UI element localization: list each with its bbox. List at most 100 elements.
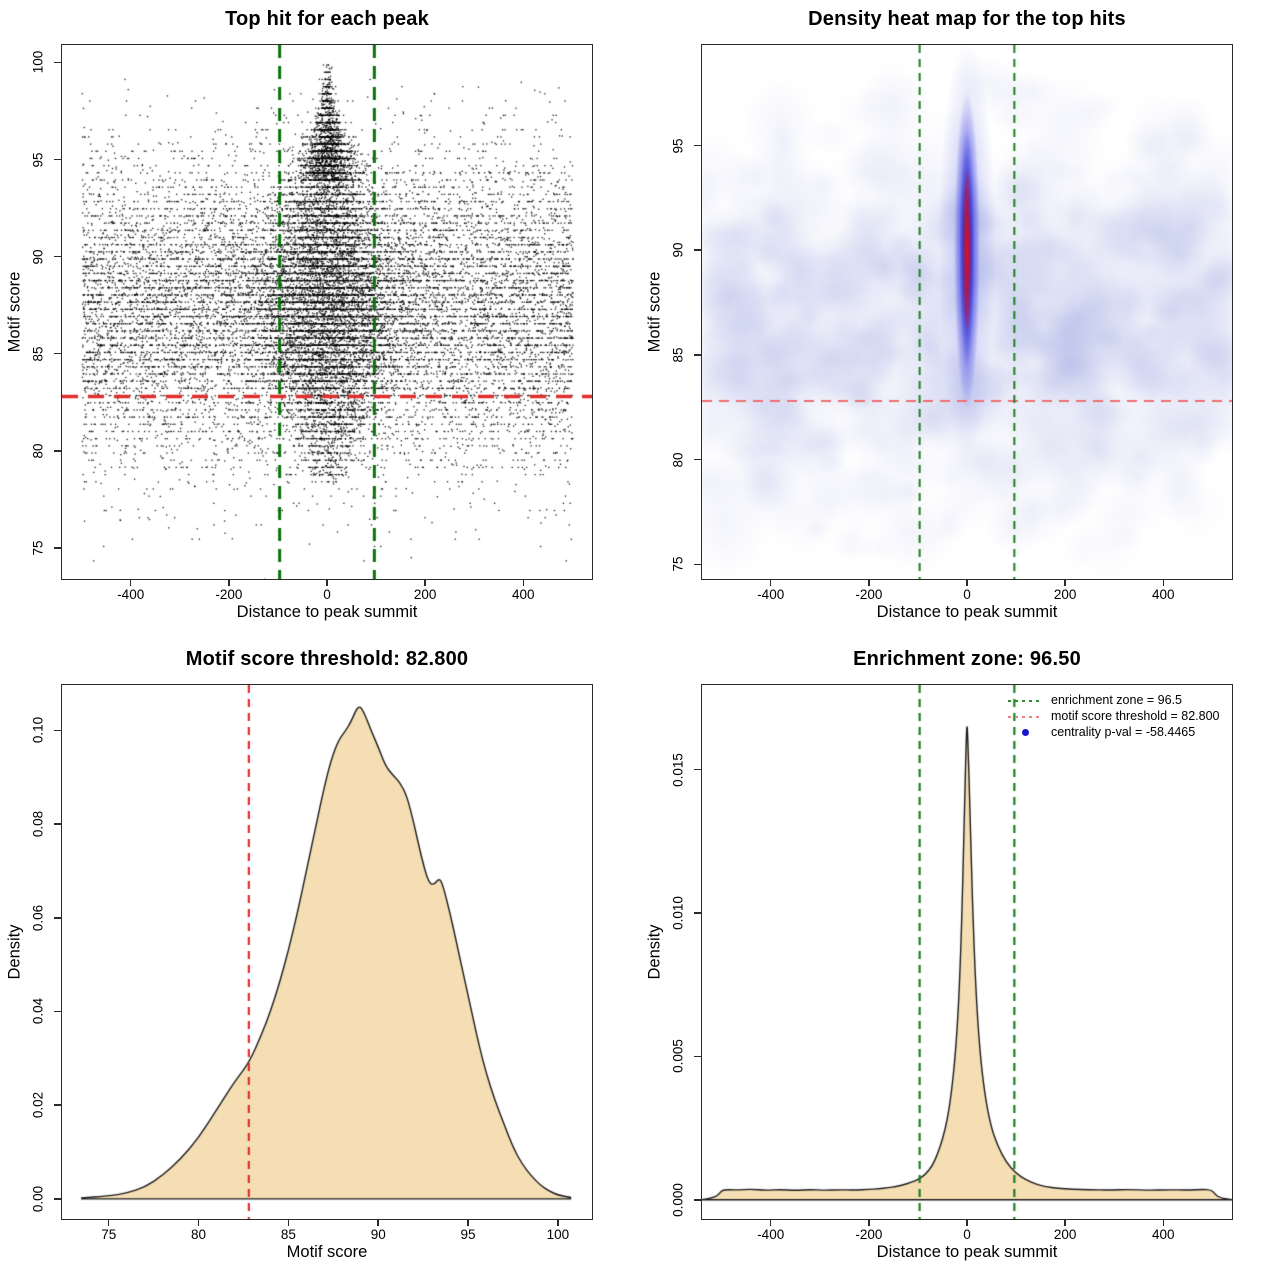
y-tick-mark [54, 158, 61, 161]
y-tick-mark [54, 917, 61, 919]
y-tick-label: 0.00 [30, 1185, 46, 1212]
x-tick-mark [522, 579, 525, 586]
distance-density-panel: Enrichment zone: 96.50 Density -400 -200 0… [640, 640, 1280, 1280]
x-tick-mark [868, 1219, 870, 1226]
heatmap-panel: Density heat map for the top hits Motif … [640, 0, 1280, 640]
x-tick-mark [1162, 579, 1165, 586]
y-axis-label: Density [5, 924, 24, 980]
y-tick-label: 0.04 [30, 998, 46, 1025]
x-tick-label: 100 [546, 1227, 570, 1242]
y-tick-mark [694, 563, 701, 566]
y-tick-label: 95 [30, 152, 46, 168]
x-tick-mark [966, 1219, 968, 1226]
y-tick-label: 95 [670, 138, 686, 154]
legend-label: enrichment zone = 96.5 [1051, 693, 1182, 707]
x-tick-mark [769, 1219, 772, 1226]
x-tick-label: 80 [191, 1227, 207, 1242]
x-tick-label: 200 [1053, 1227, 1077, 1242]
y-tick-mark [694, 1199, 701, 1201]
x-axis-label: Motif score [286, 1243, 368, 1261]
y-tick-label: 0.005 [670, 1039, 686, 1074]
y-axis-label: Motif score [5, 271, 24, 353]
y-tick-label: 100 [30, 51, 46, 74]
x-tick-mark [228, 579, 230, 586]
legend-row-score-threshold: motif score threshold = 82.800 [1008, 708, 1220, 724]
x-tick-label: 90 [370, 1227, 386, 1242]
plot-area [700, 683, 1233, 1220]
y-tick-mark [54, 1010, 61, 1013]
y-tick-mark [694, 768, 701, 771]
y-tick-mark [54, 1104, 61, 1106]
y-tick-mark [54, 547, 61, 549]
green-dotted-line-icon [1008, 692, 1042, 708]
distance-density-canvas [701, 684, 1232, 1219]
x-tick-label: 400 [1152, 587, 1175, 602]
y-tick-mark [694, 354, 701, 356]
y-tick-label: 75 [30, 540, 46, 556]
x-tick-mark [129, 579, 132, 586]
x-tick-mark [769, 579, 772, 586]
x-tick-label: 200 [1053, 587, 1077, 602]
x-tick-label: -200 [215, 587, 243, 602]
legend-row-enrichment-zone: enrichment zone = 96.5 [1008, 692, 1220, 708]
blue-point-icon [1008, 724, 1042, 740]
y-tick-label: 0.015 [670, 752, 686, 787]
y-axis-label: Motif score [645, 271, 664, 353]
score-density-canvas [61, 684, 592, 1219]
y-tick-mark [694, 912, 701, 914]
x-tick-mark [107, 1219, 110, 1226]
x-tick-label: -200 [855, 587, 883, 602]
y-tick-mark [54, 450, 61, 452]
x-tick-mark [377, 1219, 379, 1226]
x-tick-mark [1064, 1219, 1066, 1226]
y-tick-label: 75 [670, 556, 686, 572]
y-tick-mark [54, 729, 61, 732]
x-tick-label: 0 [963, 1227, 971, 1242]
x-tick-label: -400 [117, 587, 145, 602]
y-tick-mark [54, 352, 61, 355]
x-tick-mark [424, 579, 426, 586]
x-tick-label: 95 [460, 1227, 476, 1242]
x-tick-label: 0 [963, 587, 971, 602]
x-tick-label: 400 [1152, 1227, 1175, 1242]
y-tick-label: 0.010 [670, 896, 686, 930]
x-tick-label: -200 [855, 1227, 883, 1242]
y-axis-label: Density [645, 924, 664, 980]
y-tick-mark [694, 249, 701, 251]
scatter-plot-canvas [61, 44, 592, 579]
x-axis-label: Distance to peak summit [876, 1243, 1058, 1261]
x-tick-mark [557, 1219, 559, 1226]
y-tick-label: 90 [30, 249, 46, 265]
y-tick-mark [54, 1198, 61, 1200]
x-tick-mark [966, 579, 968, 586]
y-tick-label: 80 [30, 443, 46, 459]
panel-title: Density heat map for the top hits [808, 8, 1126, 30]
x-tick-label: 400 [512, 587, 535, 602]
y-tick-label: 0.10 [30, 717, 46, 744]
y-tick-label: 85 [670, 347, 686, 363]
plot-legend: enrichment zone = 96.5 motif score thres… [1008, 692, 1220, 740]
legend-label: motif score threshold = 82.800 [1051, 709, 1220, 723]
plot-area [60, 683, 593, 1220]
x-tick-mark [1162, 1219, 1165, 1226]
panel-title: Motif score threshold: 82.800 [185, 648, 469, 670]
y-tick-label: 0.02 [30, 1092, 46, 1119]
legend-label: centrality p-val = -58.4465 [1051, 725, 1196, 739]
x-axis-label: Distance to peak summit [876, 603, 1058, 621]
y-tick-mark [54, 61, 61, 64]
y-tick-mark [54, 255, 61, 258]
y-tick-label: 85 [30, 346, 46, 362]
x-tick-mark [467, 1219, 469, 1226]
x-tick-mark [287, 1219, 290, 1226]
y-tick-label: 90 [670, 242, 686, 258]
x-tick-mark [197, 1219, 200, 1226]
y-tick-label: 0.06 [30, 904, 46, 931]
x-tick-label: 0 [323, 587, 331, 602]
plot-area [60, 43, 593, 580]
y-tick-label: 0.08 [30, 810, 46, 838]
panel-title: Top hit for each peak [225, 8, 429, 30]
y-tick-label: 0.000 [670, 1182, 686, 1217]
plot-area [700, 43, 1233, 580]
y-tick-mark [694, 1055, 701, 1058]
